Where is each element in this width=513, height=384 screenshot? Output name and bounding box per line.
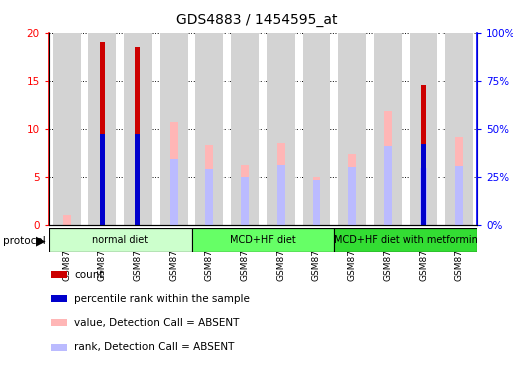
- Bar: [231, 33, 259, 225]
- Bar: [384, 111, 392, 225]
- Bar: [191, 228, 334, 252]
- Bar: [303, 33, 330, 225]
- Text: value, Detection Call = ABSENT: value, Detection Call = ABSENT: [74, 318, 240, 328]
- Bar: [421, 144, 426, 225]
- Bar: [100, 42, 105, 225]
- Bar: [374, 33, 402, 225]
- Bar: [312, 177, 321, 225]
- Bar: [88, 33, 116, 225]
- Text: count: count: [74, 270, 104, 280]
- Bar: [338, 33, 366, 225]
- Bar: [456, 137, 463, 225]
- Text: percentile rank within the sample: percentile rank within the sample: [74, 294, 250, 304]
- Text: normal diet: normal diet: [92, 235, 148, 245]
- Bar: [135, 47, 141, 225]
- Bar: [195, 33, 223, 225]
- Bar: [170, 122, 177, 225]
- Bar: [420, 168, 427, 225]
- Bar: [312, 180, 321, 225]
- Bar: [160, 33, 188, 225]
- Bar: [277, 143, 285, 225]
- Bar: [445, 33, 473, 225]
- Bar: [421, 86, 426, 225]
- Text: MCD+HF diet with metformin: MCD+HF diet with metformin: [334, 235, 478, 245]
- Bar: [170, 159, 177, 225]
- Bar: [409, 33, 438, 225]
- Bar: [348, 154, 356, 225]
- Bar: [49, 228, 191, 252]
- Bar: [53, 33, 81, 225]
- Bar: [334, 228, 477, 252]
- Bar: [63, 215, 70, 225]
- Bar: [384, 146, 392, 225]
- Bar: [241, 165, 249, 225]
- Bar: [100, 134, 105, 225]
- Bar: [205, 145, 213, 225]
- Bar: [205, 169, 213, 225]
- Bar: [277, 165, 285, 225]
- Text: ▶: ▶: [35, 234, 45, 247]
- Bar: [124, 33, 152, 225]
- Bar: [456, 166, 463, 225]
- Bar: [348, 167, 356, 225]
- Bar: [241, 177, 249, 225]
- Text: MCD+HF diet: MCD+HF diet: [230, 235, 296, 245]
- Bar: [267, 33, 294, 225]
- Bar: [135, 134, 141, 225]
- Text: GDS4883 / 1454595_at: GDS4883 / 1454595_at: [176, 13, 337, 27]
- Text: rank, Detection Call = ABSENT: rank, Detection Call = ABSENT: [74, 342, 235, 352]
- Text: protocol: protocol: [3, 236, 45, 246]
